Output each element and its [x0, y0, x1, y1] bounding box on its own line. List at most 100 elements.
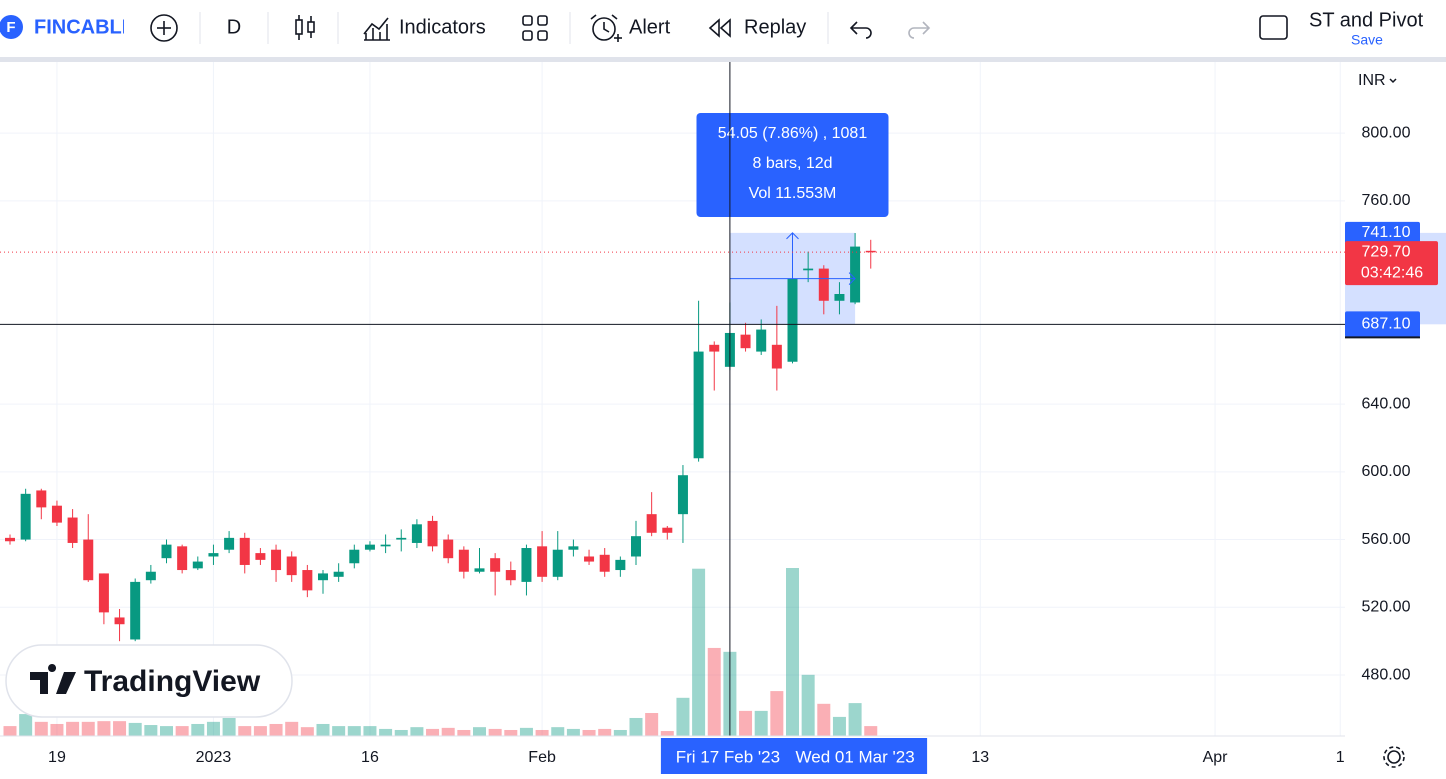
replay-icon[interactable] — [708, 18, 731, 38]
price-tick-label: 520.00 — [1362, 599, 1411, 616]
candle-body — [67, 517, 78, 543]
symbol[interactable]: FINCABLE — [34, 16, 135, 38]
candle-body — [239, 537, 250, 565]
volume-bar — [441, 727, 455, 736]
volume-bar — [206, 721, 220, 736]
replay[interactable]: Replay — [744, 16, 806, 38]
candle-body — [443, 539, 454, 559]
candle-body — [662, 527, 673, 533]
settings-icon[interactable] — [1383, 746, 1405, 768]
volume-bar — [300, 727, 314, 736]
watermark-text: TradingView — [84, 665, 261, 698]
volume-bar — [253, 726, 267, 736]
volume-bar — [692, 568, 706, 736]
candle-body — [192, 561, 203, 569]
candle-body — [318, 573, 328, 581]
volume-bar — [81, 721, 95, 736]
interval[interactable]: D — [227, 16, 241, 38]
watermark-bg — [5, 644, 293, 718]
last-price-box — [1345, 241, 1438, 286]
alert[interactable]: Alert — [629, 16, 671, 38]
measure-tooltip-line: 54.05 (7.86%) , 1081 — [718, 125, 868, 142]
volume-bar — [19, 714, 33, 736]
volume-bar — [551, 727, 565, 736]
volume-bar — [864, 726, 878, 736]
candle-body — [521, 548, 532, 582]
measure-tooltip-line: 8 bars, 12d — [752, 155, 832, 172]
toolbar-bg — [0, 0, 1446, 57]
volume-bar — [222, 717, 236, 736]
volume-bar — [754, 710, 768, 736]
add-symbol-icon[interactable] — [150, 14, 178, 42]
undo-icon[interactable] — [849, 21, 872, 39]
volume-bar — [660, 731, 674, 736]
candle-body — [255, 553, 266, 560]
volume-bar — [848, 703, 862, 736]
candle-body — [364, 544, 375, 550]
candle-body — [208, 553, 219, 557]
candle-body — [474, 568, 485, 572]
volume-bar — [645, 713, 659, 736]
measure-tooltip-line: Vol 11.553M — [749, 185, 837, 202]
volume-bar — [457, 729, 471, 736]
volume-bar — [363, 726, 377, 736]
volume-bar — [676, 697, 690, 736]
volume-bar — [175, 726, 189, 736]
currency[interactable]: INR — [1358, 72, 1386, 89]
candle-body — [427, 520, 438, 547]
indicators[interactable]: Indicators — [399, 16, 486, 38]
candle-body — [51, 505, 62, 523]
candle-body — [380, 544, 391, 547]
volume-bar — [66, 721, 80, 736]
candles — [5, 233, 876, 642]
indicators-icon[interactable] — [363, 17, 390, 41]
volume-bar — [128, 722, 142, 736]
candle-body — [5, 537, 15, 542]
volume-bar — [332, 726, 346, 736]
time-tick-label: Feb — [528, 749, 556, 766]
price-tick-label: 480.00 — [1362, 666, 1411, 683]
logo-letter: F — [6, 19, 15, 36]
volume-bar — [426, 728, 440, 736]
candle-body — [709, 344, 720, 352]
chart-type-icon[interactable] — [295, 15, 315, 40]
time-tick-label: 1 — [1336, 749, 1345, 766]
volume-bar — [535, 729, 549, 736]
measure-high-box — [1345, 221, 1420, 244]
volume-bar — [566, 728, 580, 736]
toolbar-border — [0, 57, 1446, 62]
volume-bar — [238, 726, 252, 736]
candle-body — [693, 351, 704, 459]
redo-icon[interactable] — [908, 21, 931, 39]
volume-bar — [3, 726, 17, 736]
candle-body — [20, 493, 31, 540]
candle-body — [145, 571, 156, 581]
price-axis[interactable] — [1345, 62, 1446, 736]
volume-bar — [34, 721, 48, 736]
watermark: TradingView — [5, 644, 293, 718]
volume-bar — [801, 674, 815, 736]
last-price-label: 729.70 — [1362, 243, 1411, 260]
time-tick-label: 2023 — [196, 749, 232, 766]
volume-bar — [739, 710, 753, 736]
layouts-icon[interactable] — [522, 15, 548, 41]
fullscreen-icon[interactable] — [1259, 15, 1288, 40]
measure-arrow-head — [848, 272, 856, 285]
volume-bar — [191, 723, 205, 736]
candle-body — [349, 549, 360, 564]
volume-bar — [582, 729, 596, 736]
save[interactable]: Save — [1351, 32, 1383, 48]
layout-name[interactable]: ST and Pivot — [1309, 9, 1424, 31]
alert-icon[interactable] — [590, 14, 622, 42]
time-tick-label: 16 — [361, 749, 379, 766]
measure-arrow-head — [786, 232, 799, 240]
candle-body — [271, 549, 282, 571]
candle-body — [818, 268, 829, 301]
logo[interactable] — [0, 15, 23, 39]
candle-body — [740, 334, 751, 349]
candle-body — [411, 524, 422, 543]
candle-body — [631, 536, 641, 557]
candle-body — [302, 570, 313, 591]
candle-body — [177, 546, 188, 571]
time-tick-label: Apr — [1203, 749, 1229, 766]
